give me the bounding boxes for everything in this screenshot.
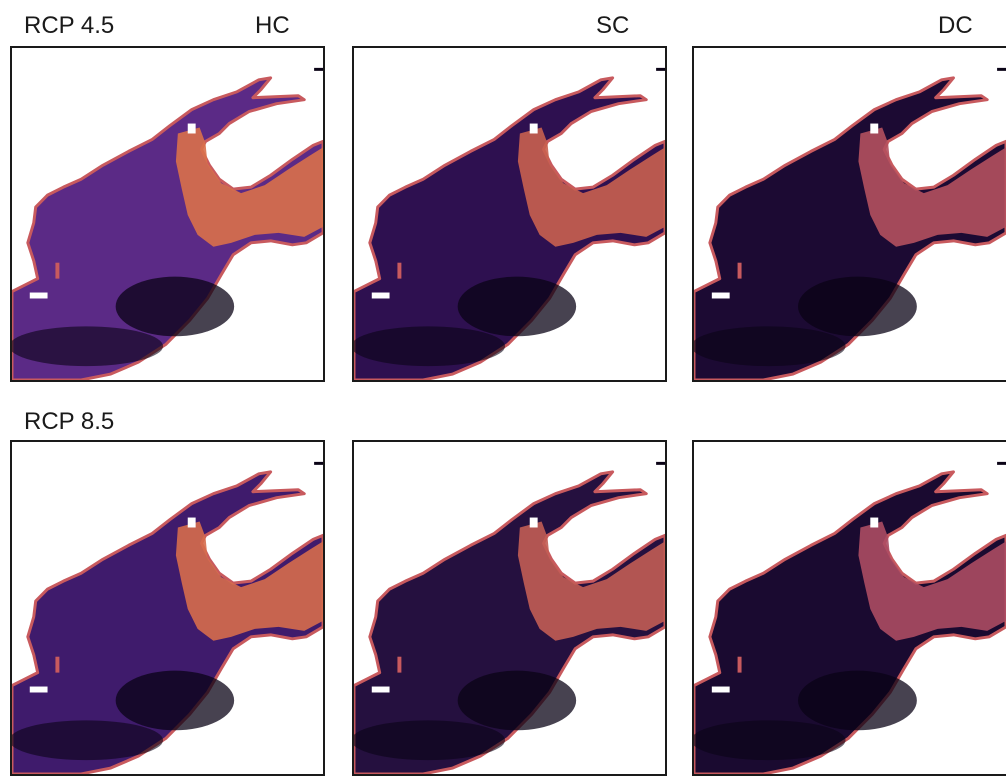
column-label-dc: DC	[938, 12, 973, 39]
inlet-marker	[55, 656, 60, 673]
coastal-gap	[711, 686, 730, 693]
map-panel-rcp85-dc	[692, 440, 1006, 776]
shelf-region	[175, 521, 323, 641]
island-marker	[187, 517, 196, 528]
deep-basin-region	[115, 670, 235, 731]
edge-marker	[314, 67, 323, 71]
basin-water	[354, 470, 665, 774]
map-panel-rcp85-sc	[352, 440, 667, 776]
shelf-region	[175, 127, 323, 247]
coastal-gap	[371, 292, 390, 299]
basin-water	[694, 76, 1006, 380]
inlet-marker	[737, 262, 742, 279]
shelf-region	[517, 521, 665, 641]
deep-basin-region	[798, 276, 917, 337]
inlet-marker	[737, 656, 742, 673]
row-label-rcp45: RCP 4.5	[24, 12, 115, 39]
coastal-gap	[371, 686, 390, 693]
island-marker	[529, 517, 538, 528]
row-label-rcp85: RCP 8.5	[24, 408, 115, 435]
southern-channel-region	[12, 326, 164, 367]
southern-channel-region	[354, 326, 506, 367]
basin-water	[12, 76, 323, 380]
southern-channel-region	[354, 720, 506, 761]
edge-marker	[314, 461, 323, 465]
map-panel-rcp85-hc	[10, 440, 325, 776]
island-marker	[870, 123, 879, 134]
island-marker	[870, 517, 879, 528]
coastal-gap	[711, 292, 730, 299]
shelf-region	[858, 521, 1006, 641]
shelf-region	[858, 127, 1006, 247]
deep-basin-region	[457, 276, 577, 337]
inlet-marker	[397, 656, 402, 673]
inlet-marker	[397, 262, 402, 279]
map-panel-rcp45-dc	[692, 46, 1006, 382]
deep-basin-region	[457, 670, 577, 731]
map-panel-rcp45-sc	[352, 46, 667, 382]
inlet-marker	[55, 262, 60, 279]
southern-channel-region	[694, 326, 846, 367]
coastal-gap	[29, 686, 48, 693]
coastal-gap	[29, 292, 48, 299]
basin-water	[12, 470, 323, 774]
column-label-sc: SC	[596, 12, 630, 39]
basin-water	[694, 470, 1006, 774]
column-label-hc: HC	[255, 12, 290, 39]
edge-marker	[656, 67, 665, 71]
map-panel-rcp45-hc	[10, 46, 325, 382]
basin-water	[354, 76, 665, 380]
edge-marker	[656, 461, 665, 465]
island-marker	[529, 123, 538, 134]
southern-channel-region	[12, 720, 164, 761]
shelf-region	[517, 127, 665, 247]
edge-marker	[997, 67, 1006, 71]
island-marker	[187, 123, 196, 134]
southern-channel-region	[694, 720, 846, 761]
edge-marker	[997, 461, 1006, 465]
deep-basin-region	[115, 276, 235, 337]
deep-basin-region	[798, 670, 917, 731]
